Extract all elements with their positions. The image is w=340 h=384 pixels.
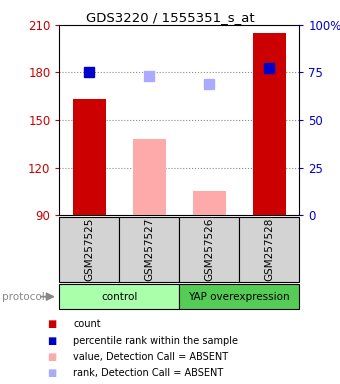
- Bar: [179, 217, 239, 282]
- Text: control: control: [101, 291, 138, 302]
- Bar: [253, 33, 286, 215]
- Text: rank, Detection Call = ABSENT: rank, Detection Call = ABSENT: [73, 368, 223, 378]
- Text: GSM257525: GSM257525: [84, 218, 95, 281]
- Bar: [239, 217, 299, 282]
- Bar: [193, 191, 226, 215]
- Bar: [73, 99, 106, 215]
- Bar: [179, 284, 299, 309]
- Text: percentile rank within the sample: percentile rank within the sample: [73, 336, 238, 346]
- Text: GSM257528: GSM257528: [264, 218, 274, 281]
- Text: ■: ■: [48, 368, 57, 378]
- Text: ■: ■: [48, 352, 57, 362]
- Text: value, Detection Call = ABSENT: value, Detection Call = ABSENT: [73, 352, 228, 362]
- Text: GDS3220 / 1555351_s_at: GDS3220 / 1555351_s_at: [86, 12, 254, 25]
- Text: protocol: protocol: [2, 291, 45, 302]
- Text: ■: ■: [48, 336, 57, 346]
- Bar: [59, 217, 119, 282]
- Bar: [119, 217, 179, 282]
- Text: YAP overexpression: YAP overexpression: [188, 291, 290, 302]
- Text: ■: ■: [48, 319, 57, 329]
- Text: GSM257527: GSM257527: [144, 218, 154, 281]
- Text: GSM257526: GSM257526: [204, 218, 214, 281]
- Bar: [59, 284, 180, 309]
- Bar: [133, 139, 166, 215]
- Text: count: count: [73, 319, 101, 329]
